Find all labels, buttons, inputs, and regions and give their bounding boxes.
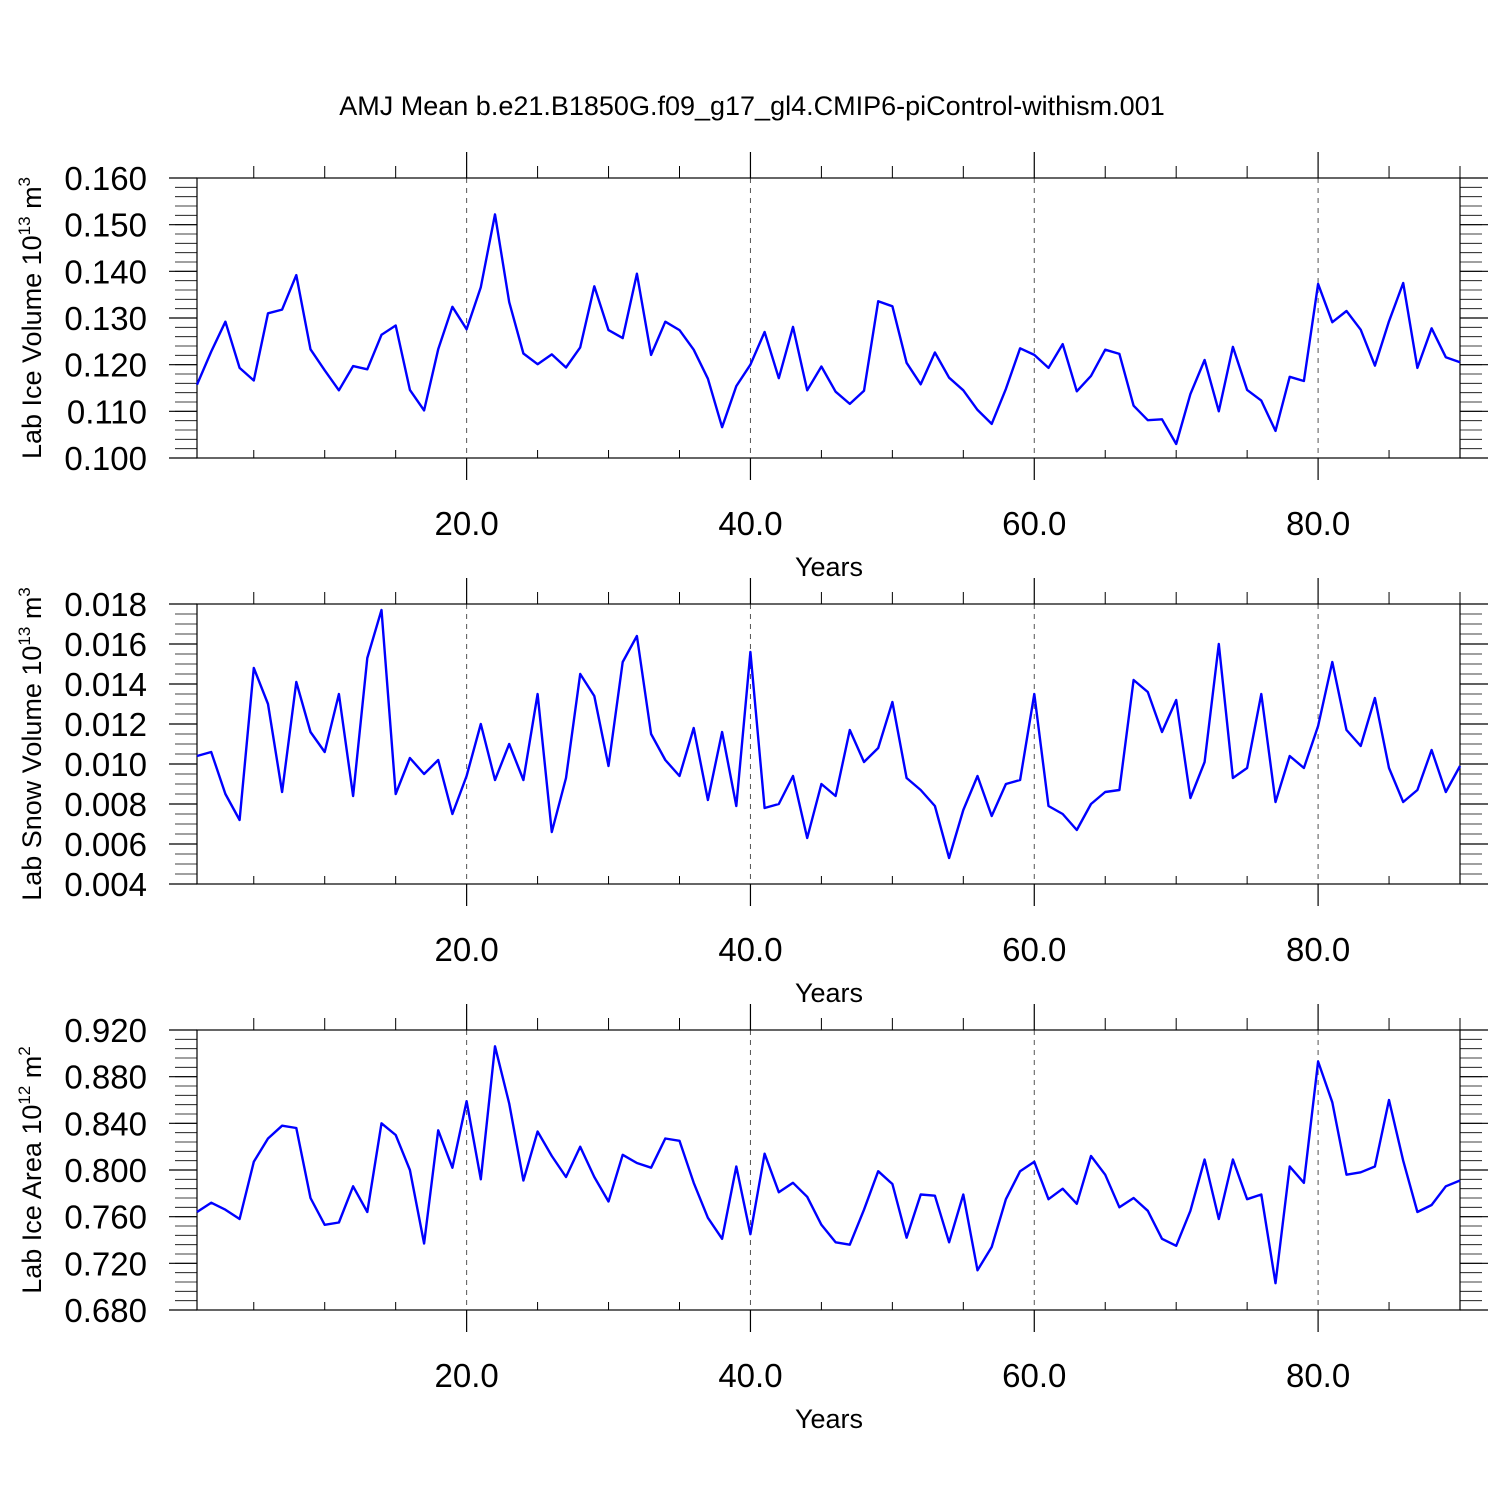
x-tick-label: 20.0 — [435, 505, 499, 542]
series-line — [196, 608, 1462, 860]
y-axis-label: Lab Ice Volume 1013 m3 — [15, 177, 47, 459]
x-tick-label: 20.0 — [435, 1357, 499, 1394]
y-tick-label: 0.120 — [64, 347, 147, 384]
y-axis-label: Lab Ice Area 1012 m2 — [15, 1046, 47, 1294]
x-tick-label: 80.0 — [1286, 931, 1350, 968]
x-tick-label: 60.0 — [1002, 931, 1066, 968]
y-tick-label: 0.130 — [64, 300, 147, 337]
y-tick-label: 0.010 — [64, 746, 147, 783]
y-tick-label: 0.004 — [64, 866, 147, 903]
y-tick-label: 0.018 — [64, 586, 147, 623]
x-tick-label: 60.0 — [1002, 1357, 1066, 1394]
panel-lab-snow-volume: 20.0 40.0 60.0 80.00.0040.0060.0080.0100.01… — [15, 578, 1488, 1008]
y-tick-label: 0.880 — [64, 1059, 147, 1096]
y-tick-label: 0.160 — [64, 160, 147, 197]
x-tick-label: 40.0 — [718, 1357, 782, 1394]
y-tick-label: 0.680 — [64, 1292, 147, 1329]
y-tick-label: 0.006 — [64, 826, 147, 863]
y-tick-label: 0.840 — [64, 1105, 147, 1142]
y-tick-label: 0.150 — [64, 207, 147, 244]
figure-title: AMJ Mean b.e21.B1850G.f09_g17_gl4.CMIP6-… — [339, 91, 1164, 121]
series-line — [196, 1045, 1461, 1285]
x-tick-label: 40.0 — [718, 505, 782, 542]
y-tick-label: 0.760 — [64, 1199, 147, 1236]
y-tick-label: 0.140 — [64, 253, 147, 290]
panel-lab-ice-area: 20.0 40.0 60.0 80.0 0.680 0.720 0.760 0.800 0.84… — [15, 1004, 1488, 1434]
x-axis-label: Years — [795, 1404, 863, 1434]
x-tick-label: 80.0 — [1286, 505, 1350, 542]
plot-frame — [196, 177, 1461, 459]
y-tick-label: 0.014 — [64, 666, 147, 703]
y-tick-label: 0.016 — [64, 626, 147, 663]
y-axis-label: Lab Snow Volume 1013 m3 — [15, 587, 47, 901]
x-axis-label: Years — [795, 552, 863, 582]
x-tick-label: 80.0 — [1286, 1357, 1350, 1394]
x-tick-label: 40.0 — [718, 931, 782, 968]
y-tick-label: 0.012 — [64, 706, 147, 743]
series-line — [195, 213, 1461, 446]
plot-frame — [196, 603, 1461, 885]
y-tick-label: 0.100 — [64, 440, 147, 477]
plot-frame — [196, 1029, 1461, 1311]
y-tick-label: 0.008 — [64, 786, 147, 823]
panel-lab-ice-volume: 20.0 40.0 60.0 80.0 0.100 0.110 0.120 0.130 0.14… — [15, 152, 1488, 582]
y-tick-label: 0.720 — [64, 1245, 147, 1282]
x-tick-label: 60.0 — [1002, 505, 1066, 542]
y-tick-label: 0.110 — [67, 393, 147, 430]
x-axis-label: Years — [795, 978, 863, 1008]
x-tick-label: 20.0 — [435, 931, 499, 968]
y-tick-label: 0.920 — [64, 1012, 147, 1049]
y-tick-label: 0.800 — [64, 1152, 147, 1189]
